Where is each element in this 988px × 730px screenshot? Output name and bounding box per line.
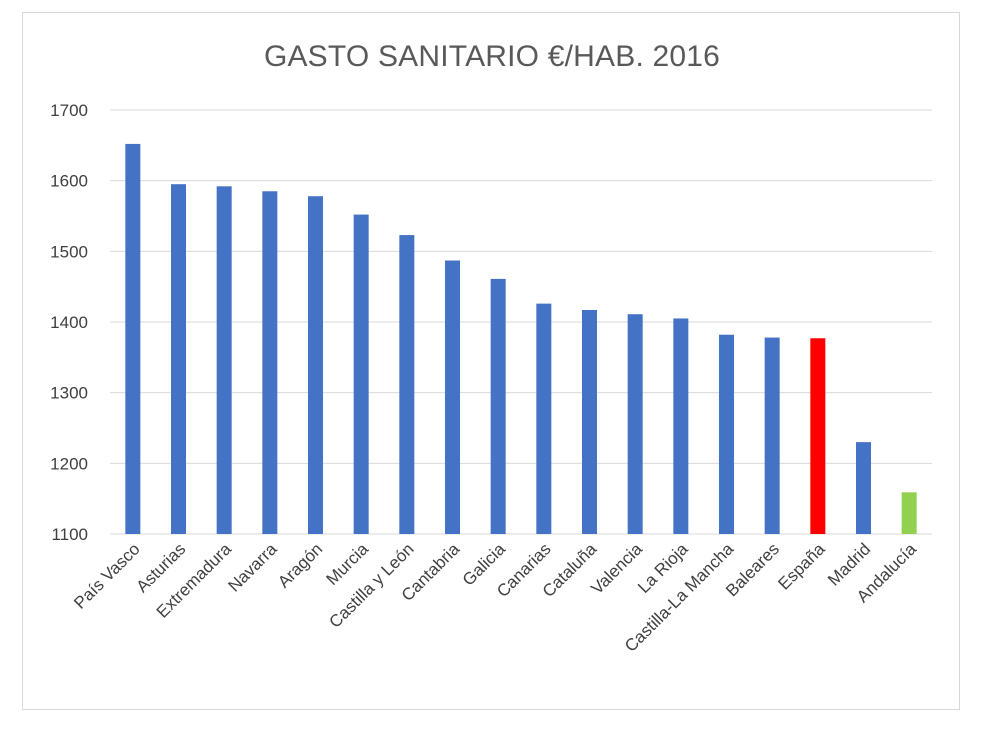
bars [125, 143, 917, 535]
y-tick-label: 1500 [50, 242, 88, 261]
y-tick-label: 1300 [50, 384, 88, 403]
x-category-label: España [774, 539, 829, 594]
bar-espa-a [810, 338, 826, 534]
bar-catalu-a [582, 309, 597, 534]
chart-title: GASTO SANITARIO €/HAB. 2016 [263, 40, 721, 73]
bar-pa-s-vasco [125, 143, 141, 535]
y-tick-label: 1100 [51, 525, 88, 544]
x-category-label: Valencia [587, 539, 646, 598]
bar-andaluc-a [901, 492, 917, 534]
bar-extremadura [216, 186, 232, 534]
gridlines [110, 109, 932, 535]
bar-murcia [353, 214, 369, 534]
bar-castilla-la-mancha [719, 334, 734, 534]
bar-baleares [764, 337, 780, 534]
bar-canarias [536, 303, 552, 534]
bar-castilla-y-le-n [399, 235, 415, 534]
y-tick-label: 1400 [50, 313, 88, 332]
y-tick-label: 1600 [50, 172, 88, 191]
bar-arag-n [308, 196, 323, 535]
bar-madrid [856, 442, 871, 534]
bar-asturias [171, 184, 186, 534]
bar-galicia [490, 278, 506, 534]
bar-cantabria [445, 260, 460, 534]
x-category-label: País Vasco [70, 539, 143, 612]
x-category-label: Aragón [274, 539, 326, 591]
x-axis-category-labels: País VascoAsturiasExtremaduraNavarraArag… [70, 539, 920, 656]
bar-valencia [627, 314, 643, 534]
y-tick-label: 1700 [50, 101, 88, 120]
y-tick-label: 1200 [50, 454, 88, 473]
y-axis-tick-labels: 1100 1200 1300 1400 1500 1600 1700 [50, 101, 88, 544]
bar-navarra [262, 191, 278, 534]
bar-la-rioja [673, 318, 689, 534]
x-category-label: Navarra [224, 539, 281, 596]
